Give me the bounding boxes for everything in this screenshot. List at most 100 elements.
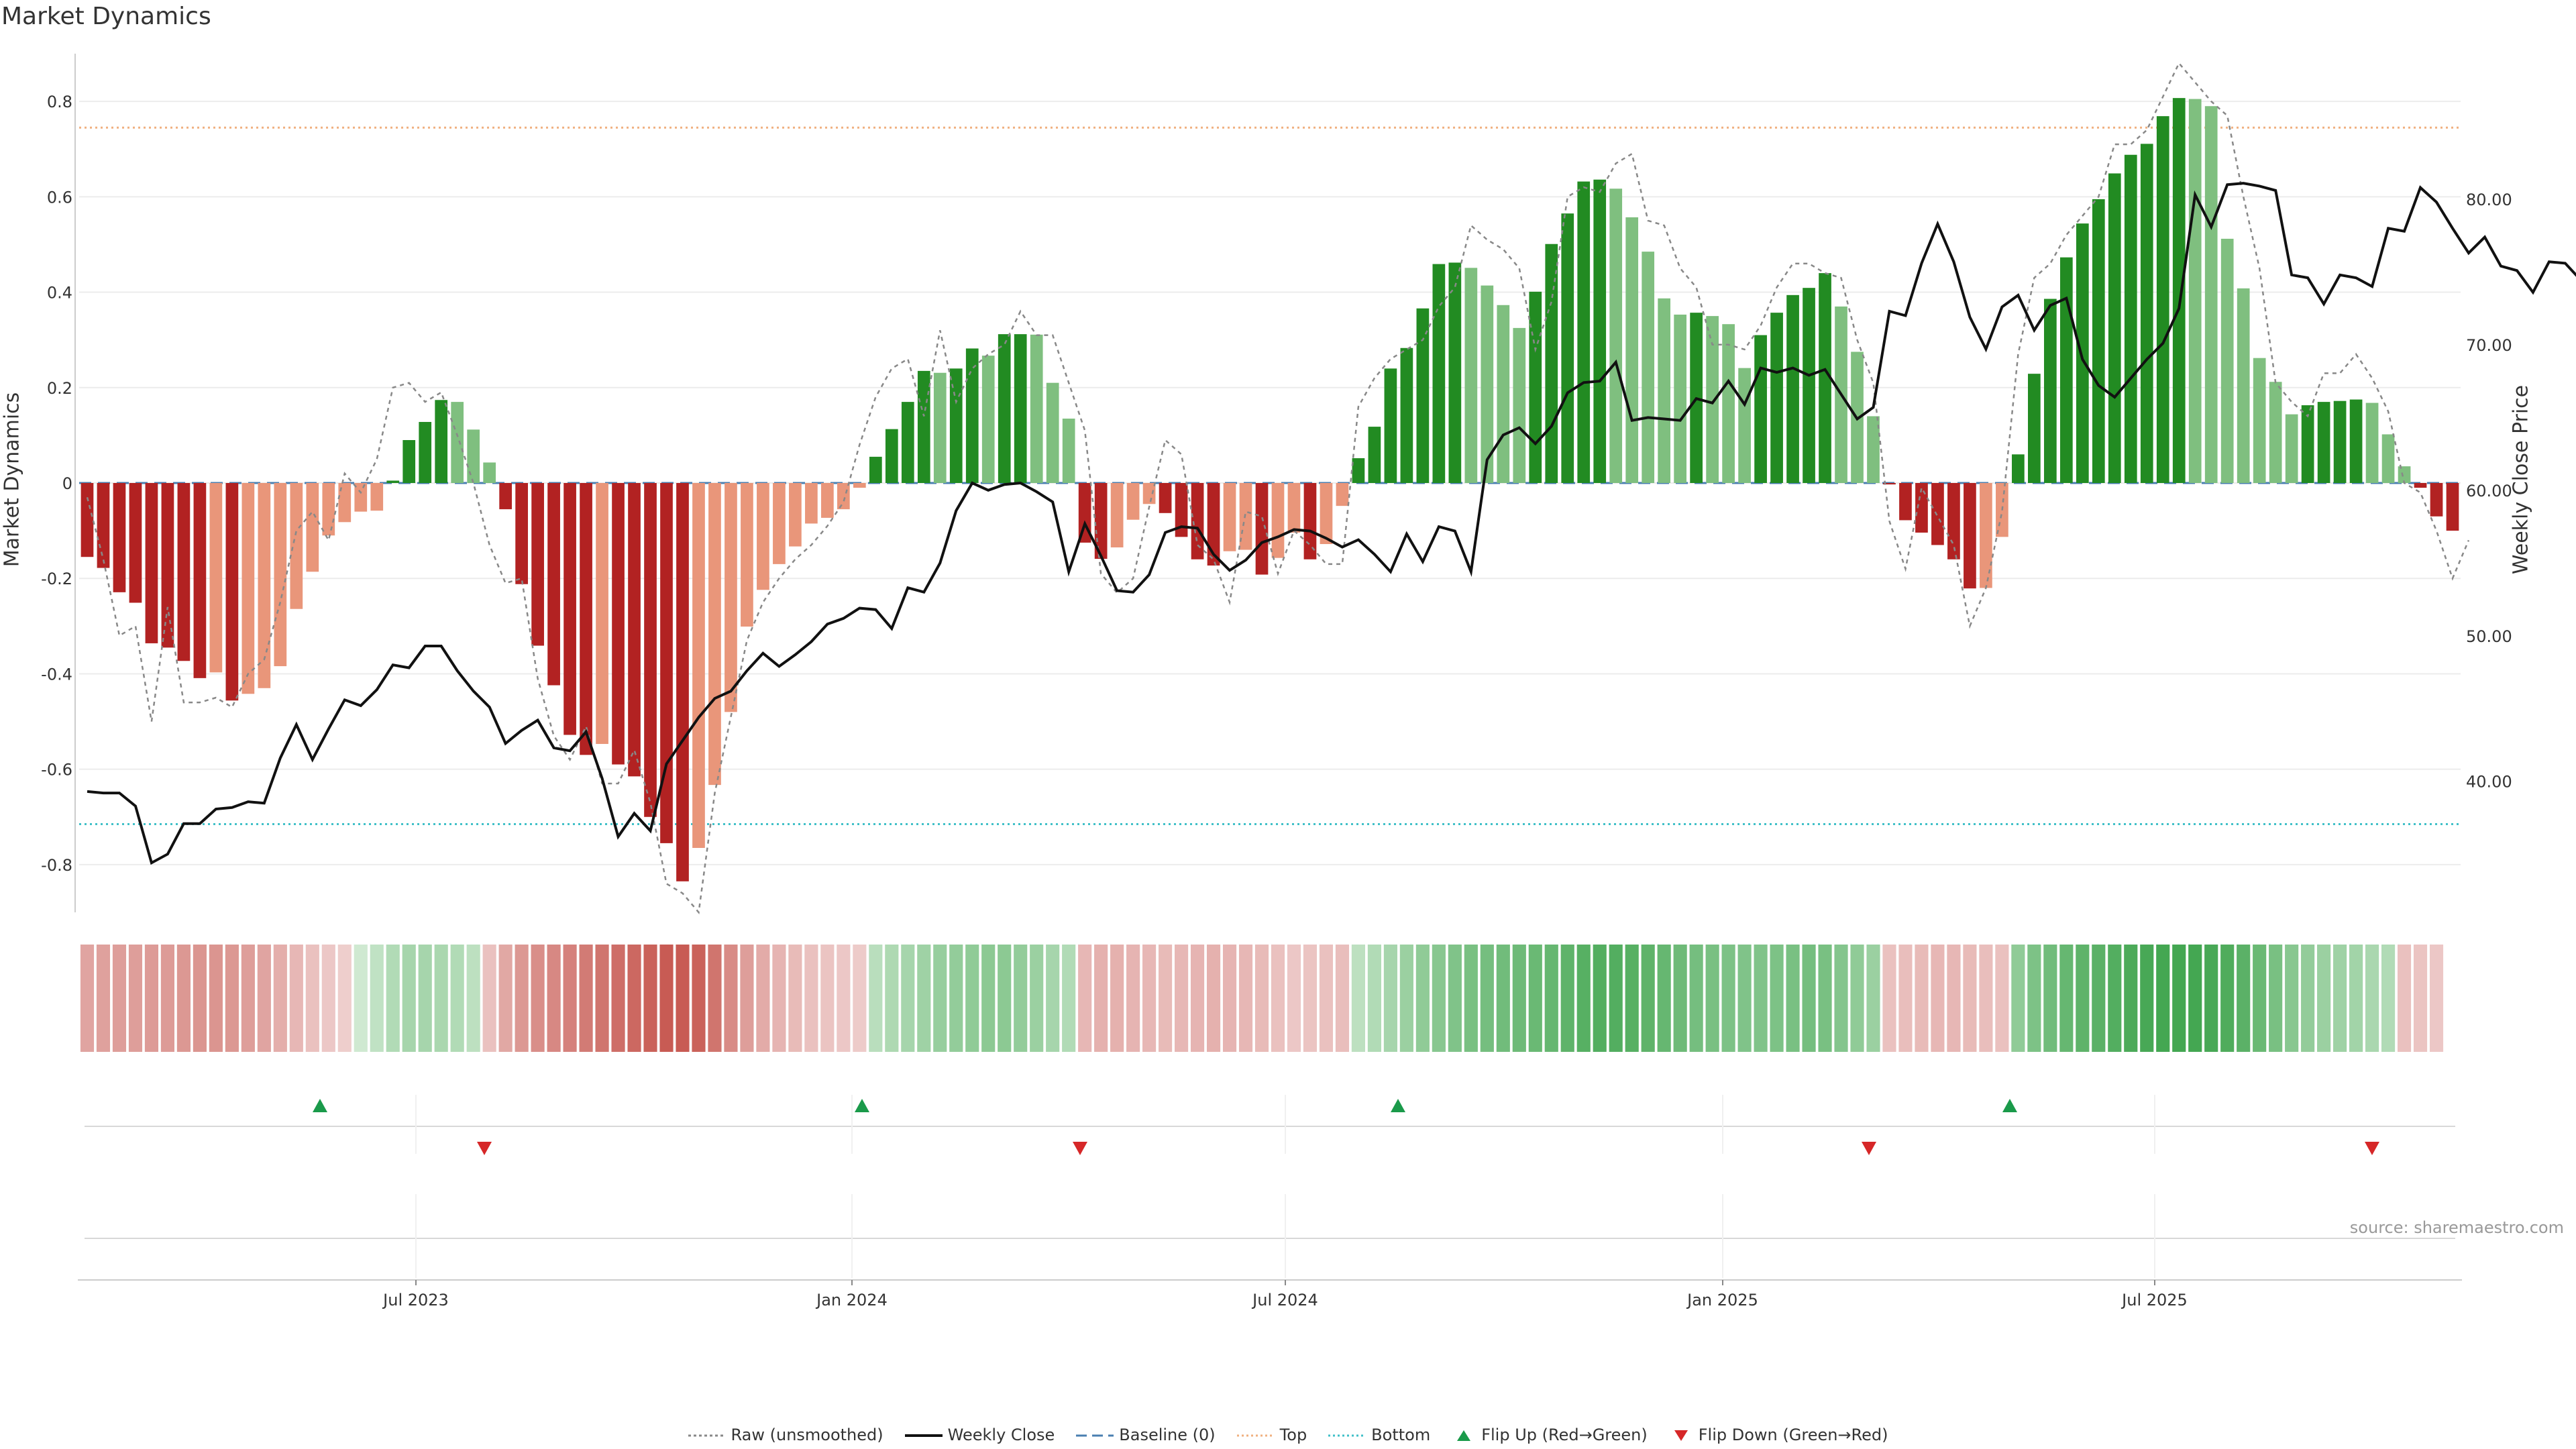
dynamics-bar [1609,189,1623,483]
regime-cell [1673,945,1687,1052]
regime-cell [2172,945,2186,1052]
dynamics-bar [853,483,866,488]
dynamics-bar [2301,405,2314,483]
dynamics-bar [290,483,303,609]
regime-cell [772,945,786,1052]
dynamics-bar [757,483,769,590]
dynamics-bar [1593,179,1607,483]
raw-unsmoothed-line [86,61,2470,914]
regime-cell [1415,945,1430,1052]
regime-cell [482,945,496,1052]
regime-cell [837,945,851,1052]
dynamics-bar [1142,483,1156,504]
dynamics-bar [917,370,930,483]
regime-cell [1271,945,1285,1052]
dynamics-bar [805,483,818,524]
dynamics-bars [80,98,2459,881]
y-axis-title: Market Dynamics [0,392,24,568]
dynamics-bar [322,483,335,536]
dynamics-bar [177,483,191,661]
regime-cell [788,945,802,1052]
regime-cell [1609,945,1623,1052]
dynamics-bar [419,421,432,483]
regime-cell [1786,945,1800,1052]
regime-cell [1046,945,1060,1052]
dynamics-bar [2108,173,2121,483]
regime-cell [289,945,303,1052]
regime-cell [1560,945,1574,1052]
regime-cell [1399,945,1413,1052]
dynamics-bar [80,483,94,557]
dynamics-bar [1931,483,1944,545]
flip-down-marker [1862,1142,1876,1155]
dynamics-bar [949,368,963,483]
regime-cell [176,945,191,1052]
regime-cell [2429,945,2444,1052]
y-tick-label: -0.4 [41,665,72,684]
dynamics-bar [1046,382,1059,483]
dynamics-bar [644,483,657,817]
dynamics-bar [2124,154,2137,483]
dynamics-bar [435,400,448,483]
dynamics-bar [1030,334,1043,483]
dynamics-bar [1642,252,1655,483]
dynamics-bar [467,429,480,483]
regime-cell [434,945,448,1052]
legend-solid-black-line-icon [904,1434,943,1437]
regime-cell [1159,945,1173,1052]
regime-cell [2156,945,2170,1052]
dynamics-bar [901,402,914,483]
regime-cell [724,945,738,1052]
regime-cell [1898,945,1913,1052]
legend-label: Flip Down (Green→Red) [1698,1426,1888,1444]
regime-cell [2011,945,2025,1052]
regime-cell [2092,945,2106,1052]
dynamics-bar [1513,327,1526,483]
dynamics-bar [1481,285,1494,483]
y2-tick-label: 70.00 [2466,336,2512,355]
dynamics-bar [1271,483,1285,558]
regime-cell [128,945,143,1052]
dynamics-bar [1803,288,1815,483]
dynamics-bar [1883,483,1896,485]
x-tick-label: Jan 2024 [815,1291,888,1309]
dynamics-bar [1432,264,1446,483]
legend-dotted-orange-line-icon [1236,1434,1275,1437]
legend: Raw (unsmoothed) Weekly Close Baseline (0)… [0,1425,2576,1444]
dynamics-bar [1529,291,1542,483]
regime-cell [1866,945,1880,1052]
regime-cell [1657,945,1671,1052]
regime-cell [2043,945,2057,1052]
legend-item: Flip Down (Green→Red) [1669,1426,1888,1444]
dynamics-bar [2317,402,2330,483]
x-tick-label: Jul 2023 [382,1291,449,1309]
y-tick-label: 0.2 [47,379,72,398]
regime-cell [354,945,368,1052]
regime-cell [1335,945,1350,1052]
regime-cell [756,945,770,1052]
y2-tick-label: 40.00 [2466,773,2512,792]
dynamics-bar [1255,483,1269,575]
regime-cell [1367,945,1381,1052]
regime-cell [1737,945,1752,1052]
legend-label: Weekly Close [947,1426,1055,1444]
dynamics-bar [2188,99,2202,484]
regime-cell [1496,945,1510,1052]
regime-cell [1222,945,1237,1052]
dynamics-bar [885,429,898,483]
legend-dotted-cyan-line-icon [1328,1434,1366,1437]
dynamics-bar [1625,217,1639,483]
regime-cell [869,945,883,1052]
regime-cell [1254,945,1269,1052]
legend-item: Bottom [1328,1426,1430,1444]
dynamics-bar [821,483,834,518]
dynamics-bar [451,402,464,483]
dynamics-bar [2204,106,2218,483]
dynamics-bar [1464,268,1478,483]
regime-cell [418,945,432,1052]
regime-cell [949,945,963,1052]
y-tick-label: -0.6 [41,761,72,780]
regime-cell [965,945,979,1052]
regime-cell [643,945,657,1052]
dynamics-bar [2446,483,2459,531]
